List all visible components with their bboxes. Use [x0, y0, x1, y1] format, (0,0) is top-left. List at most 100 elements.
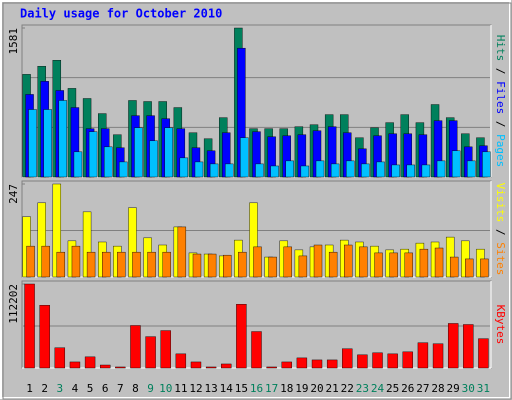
legend-entry: Files [494, 81, 507, 114]
bar [209, 163, 219, 178]
x-tick-label: 25 [386, 382, 399, 395]
bar [451, 150, 461, 178]
bar [266, 366, 277, 369]
bar [28, 109, 37, 178]
bar [236, 304, 247, 369]
bar [342, 348, 353, 369]
x-tick-label: 3 [57, 382, 64, 395]
legend-separator: / [494, 222, 507, 242]
x-tick-label: 13 [204, 382, 217, 395]
legend: KBytes [494, 305, 507, 345]
x-tick-label: 8 [132, 382, 139, 395]
bar [281, 361, 292, 369]
bar [482, 151, 491, 178]
x-tick-label: 15 [235, 382, 248, 395]
bar [205, 366, 217, 369]
bar [145, 336, 156, 369]
bar [374, 252, 383, 278]
bar [117, 251, 126, 278]
x-tick-label: 16 [250, 382, 263, 395]
bar [88, 131, 98, 178]
bar [406, 164, 415, 178]
bar [54, 347, 66, 369]
bar [467, 160, 476, 178]
bar [240, 137, 249, 178]
bar [478, 338, 489, 369]
legend-entry: Sites [494, 242, 507, 275]
legend-entry: Visits [494, 183, 507, 223]
x-tick-label: 17 [265, 382, 278, 395]
bar [346, 160, 355, 178]
bar [86, 251, 96, 278]
bar [255, 163, 264, 178]
bar [285, 160, 294, 178]
bar [315, 160, 325, 178]
bar [73, 151, 83, 178]
bar [432, 343, 444, 369]
x-tick-label: 2 [41, 382, 48, 395]
x-tick-label: 24 [371, 382, 385, 395]
x-tick-label: 10 [159, 382, 172, 395]
y-tick-label: 1581 [7, 28, 20, 55]
x-tick-label: 20 [310, 382, 323, 395]
bar [376, 161, 385, 178]
bar [238, 251, 247, 278]
bar [56, 251, 66, 278]
bar [221, 363, 232, 369]
x-tick-label: 19 [295, 382, 308, 395]
bar [480, 258, 489, 278]
legend-separator: / [494, 61, 507, 81]
x-tick-label: 30 [462, 382, 475, 395]
bar [421, 164, 431, 178]
bar [84, 356, 96, 369]
bar [26, 245, 35, 278]
x-tick-label: 29 [447, 382, 460, 395]
x-tick-label: 7 [117, 382, 124, 395]
bar [253, 246, 262, 278]
bar [115, 366, 126, 369]
x-tick-label: 22 [341, 382, 354, 395]
bar [207, 253, 217, 278]
bar [130, 325, 141, 369]
bar [389, 252, 398, 278]
x-tick-label: 1 [26, 382, 33, 395]
bar [41, 245, 50, 278]
chart-title: Daily usage for October 2010 [20, 7, 222, 21]
legend-entry: KBytes [494, 305, 507, 345]
x-tick-label: 23 [356, 382, 369, 395]
bar [71, 245, 81, 278]
bar [175, 353, 187, 369]
bar [43, 109, 52, 178]
bar [300, 165, 310, 178]
bar [436, 160, 446, 178]
legend-entry: Pages [494, 134, 507, 167]
bar [100, 364, 111, 369]
x-tick-label: 26 [401, 382, 414, 395]
bar [344, 244, 353, 278]
x-tick-label: 6 [102, 382, 109, 395]
y-tick-label: 112202 [7, 284, 20, 324]
bar [223, 254, 232, 278]
bar [326, 359, 338, 369]
bar [402, 351, 413, 369]
bar [251, 331, 262, 369]
x-tick-label: 5 [87, 382, 94, 395]
bar [270, 165, 279, 178]
x-tick-label: 11 [174, 382, 187, 395]
bar [296, 357, 308, 369]
x-tick-label: 27 [416, 382, 429, 395]
x-tick-label: 4 [72, 382, 79, 395]
y-tick-label: 247 [7, 184, 20, 204]
bar [177, 226, 187, 278]
bar [313, 244, 323, 278]
bar [164, 127, 173, 178]
bar [162, 251, 171, 278]
bar [357, 354, 368, 369]
bar [134, 127, 143, 178]
bar [283, 246, 292, 278]
bar [434, 247, 444, 278]
legend-entry: Hits [494, 35, 507, 62]
bar [132, 251, 141, 278]
